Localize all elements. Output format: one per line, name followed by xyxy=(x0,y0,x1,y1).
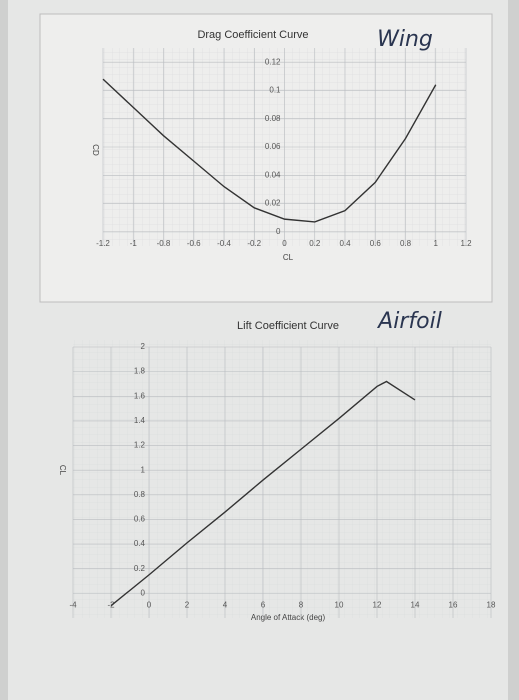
x-tick-label: 10 xyxy=(335,600,344,609)
y-tick-label: 0.1 xyxy=(269,86,281,95)
x-tick-label: 0 xyxy=(147,600,152,609)
x-tick-label: -0.2 xyxy=(247,239,261,248)
x-tick-label: 4 xyxy=(223,600,228,609)
y-tick-label: 0.6 xyxy=(134,515,146,524)
x-tick-label: -4 xyxy=(69,600,77,609)
annotation: Wing xyxy=(377,27,433,52)
x-tick-label: 6 xyxy=(261,600,266,609)
x-tick-label: 2 xyxy=(185,600,190,609)
y-tick-label: 0.08 xyxy=(265,114,281,123)
y-tick-label: 1.6 xyxy=(134,391,146,400)
x-tick-label: 16 xyxy=(449,600,458,609)
x-tick-label: 8 xyxy=(299,600,304,609)
y-tick-label: 1.8 xyxy=(134,367,146,376)
data-line xyxy=(102,78,437,223)
y-tick-label: 0.2 xyxy=(134,564,146,573)
x-axis-label: Angle of Attack (deg) xyxy=(251,613,326,622)
x-tick-label: 14 xyxy=(411,600,420,609)
x-tick-label: 0 xyxy=(282,239,287,248)
chart-title: Lift Coefficient Curve xyxy=(237,320,339,332)
y-tick-label: 2 xyxy=(141,342,146,351)
x-tick-label: 12 xyxy=(373,600,382,609)
x-tick-label: 18 xyxy=(487,600,496,609)
y-tick-label: 1.2 xyxy=(134,441,146,450)
y-axis-label: CL xyxy=(58,465,67,476)
y-tick-label: 0.06 xyxy=(265,142,281,151)
y-tick-label: 0.04 xyxy=(265,170,281,179)
x-tick-label: 0.8 xyxy=(400,239,412,248)
y-tick-label: 0 xyxy=(276,227,281,236)
minor-grid xyxy=(73,340,491,618)
chart-title: Drag Coefficient Curve xyxy=(197,29,308,41)
y-tick-label: 1 xyxy=(141,465,146,474)
x-tick-label: -1 xyxy=(130,239,138,248)
x-tick-label: 0.6 xyxy=(370,239,382,248)
y-tick-label: 0.02 xyxy=(265,199,281,208)
x-tick-label: -1.2 xyxy=(96,239,110,248)
y-tick-label: 0.12 xyxy=(265,57,281,66)
y-axis-label: CD xyxy=(91,144,100,156)
x-tick-label: 1.2 xyxy=(460,239,472,248)
y-tick-label: 1.4 xyxy=(134,416,146,425)
y-tick-label: 0.8 xyxy=(134,490,146,499)
data-line xyxy=(110,380,416,607)
y-tick-label: 0 xyxy=(141,588,146,597)
annotation: Airfoil xyxy=(376,309,442,334)
x-tick-label: -0.6 xyxy=(187,239,201,248)
x-tick-label: 0.2 xyxy=(309,239,321,248)
x-axis-label: CL xyxy=(283,253,294,262)
y-tick-label: 0.4 xyxy=(134,539,146,548)
x-tick-label: 0.4 xyxy=(339,239,351,248)
x-tick-label: -0.8 xyxy=(157,239,171,248)
x-tick-label: 1 xyxy=(434,239,439,248)
x-tick-label: -0.4 xyxy=(217,239,231,248)
